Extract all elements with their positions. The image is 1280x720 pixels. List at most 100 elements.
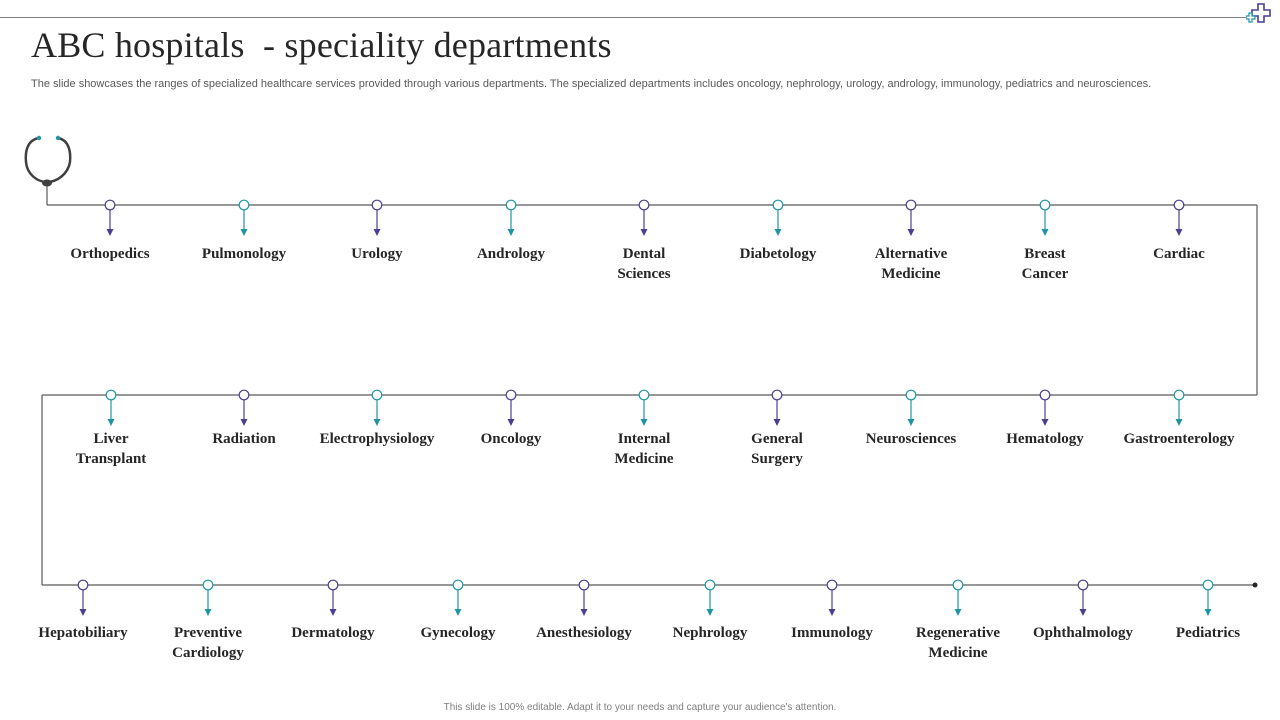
department-label: Diabetology [739,246,817,262]
arrow-down-icon [1204,609,1212,616]
arrow-down-icon [774,229,782,236]
department-node [371,199,383,236]
department-node [905,389,917,426]
department-label: Radiation [212,431,276,447]
department-node [104,199,116,236]
node-marker [238,389,250,401]
arrow-down-icon [1041,229,1049,236]
department-label: Orthopedics [70,246,150,262]
department-label: Urology [351,246,403,262]
department-node [578,579,590,616]
arrow-down-icon [773,419,781,426]
page-subtitle: The slide showcases the ranges of specia… [31,78,1152,90]
department-label: Cardiac [1153,246,1205,262]
department-node [826,579,838,616]
arrow-down-icon [373,229,381,236]
department-node [704,579,716,616]
department-node [371,389,383,426]
department-node [1173,199,1185,236]
department-label: General Surgery [751,431,803,467]
node-marker [202,579,214,591]
arrow-down-icon [507,229,515,236]
node-marker [826,579,838,591]
arrow-down-icon [204,609,212,616]
arrow-down-icon [107,419,115,426]
department-node [77,579,89,616]
department-node [772,199,784,236]
department-label: Nephrology [672,625,748,641]
node-marker [238,199,250,211]
node-marker [77,579,89,591]
node-marker [578,579,590,591]
department-label: Hematology [1006,431,1084,447]
node-marker [704,579,716,591]
department-label: Ophthalmology [1032,625,1134,641]
department-node [238,389,250,426]
stethoscope-icon [24,135,72,187]
department-label: Gastroenterology [1123,431,1235,447]
arrow-down-icon [329,609,337,616]
node-marker [1039,389,1051,401]
node-marker [1077,579,1089,591]
department-label: Electrophysiology [319,431,435,447]
arrow-down-icon [580,609,588,616]
department-label: Pediatrics [1175,625,1241,641]
department-node [327,579,339,616]
department-label: Dental Sciences [617,246,671,282]
node-marker [771,389,783,401]
arrow-down-icon [240,419,248,426]
department-node [238,199,250,236]
department-label: Breast Cancer [1021,246,1069,282]
department-node [638,199,650,236]
arrow-down-icon [1175,419,1183,426]
arrow-down-icon [1175,229,1183,236]
department-node [905,199,917,236]
arrow-down-icon [706,609,714,616]
department-label: Anesthesiology [536,625,632,641]
page-title: ABC hospitals - speciality departments [31,25,612,65]
department-label: Liver Transplant [75,431,147,467]
department-node [202,579,214,616]
arrow-down-icon [507,419,515,426]
department-label: Preventive Cardiology [172,625,244,661]
node-marker [952,579,964,591]
arrow-down-icon [454,609,462,616]
medical-cross-icon [1246,3,1271,23]
department-node [1202,579,1214,616]
arrow-down-icon [1041,419,1049,426]
arrow-down-icon [240,229,248,236]
department-label: Gynecology [420,625,496,641]
node-marker [1039,199,1051,211]
department-label: Hepatobiliary [38,625,128,641]
node-marker [1202,579,1214,591]
node-marker [905,199,917,211]
node-marker [638,199,650,211]
arrow-down-icon [373,419,381,426]
timeline-end-dot [1252,582,1258,588]
department-node [1173,389,1185,426]
arrow-down-icon [907,229,915,236]
department-label: Immunology [791,625,873,641]
arrow-down-icon [954,609,962,616]
node-marker [505,199,517,211]
timeline-nodes [77,199,1258,616]
node-marker [905,389,917,401]
department-label: Alternative Medicine [874,246,948,282]
node-marker [452,579,464,591]
arrow-down-icon [907,419,915,426]
department-label: Pulmonology [201,246,287,262]
node-marker [772,199,784,211]
department-node [638,389,650,426]
department-node [452,579,464,616]
department-node [1077,579,1089,616]
node-marker [371,199,383,211]
arrow-down-icon [828,609,836,616]
node-marker [105,389,117,401]
department-label: Neurosciences [865,431,957,447]
department-node [1039,389,1051,426]
department-node [505,389,517,426]
arrow-down-icon [79,609,87,616]
node-marker [505,389,517,401]
arrow-down-icon [640,419,648,426]
department-label: Regenerative Medicine [915,625,1001,661]
